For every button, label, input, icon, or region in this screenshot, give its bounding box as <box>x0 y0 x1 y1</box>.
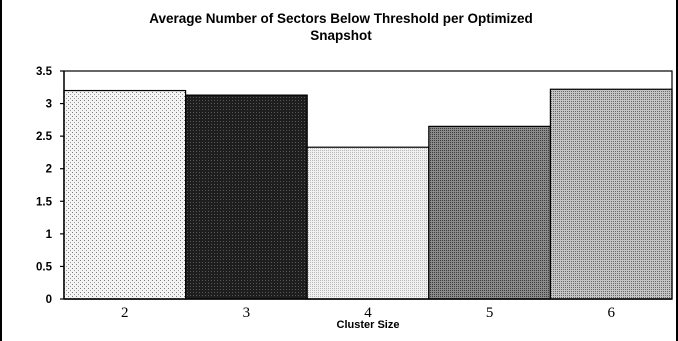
y-tick-label: 0.5 <box>36 261 53 273</box>
x-tick-label: 6 <box>607 305 615 321</box>
x-tick-label: 5 <box>486 305 494 321</box>
bar-5 <box>428 125 551 300</box>
y-tick-label: 3 <box>46 99 52 111</box>
x-axis-title: Cluster Size <box>337 319 400 331</box>
y-tick-label: 2 <box>46 164 52 176</box>
y-tick-label: 3.5 <box>36 66 53 78</box>
x-tick-label: 2 <box>121 305 129 321</box>
bar-6 <box>549 88 673 300</box>
y-tick-label: 2.5 <box>36 131 53 143</box>
bar-3 <box>185 94 308 300</box>
bar-2 <box>63 89 187 300</box>
bar-4 <box>306 146 430 300</box>
y-tick-label: 1 <box>46 229 53 241</box>
chart-title-line-2: Snapshot <box>310 28 372 43</box>
chart-title: Average Number of Sectors Below Threshol… <box>2 10 678 44</box>
x-tick-label: 4 <box>364 305 372 321</box>
chart-title-line-1: Average Number of Sectors Below Threshol… <box>149 11 533 26</box>
y-tick-label: 1.5 <box>36 196 53 208</box>
y-tick-label: 0 <box>46 294 52 306</box>
x-tick-label: 3 <box>243 305 251 321</box>
